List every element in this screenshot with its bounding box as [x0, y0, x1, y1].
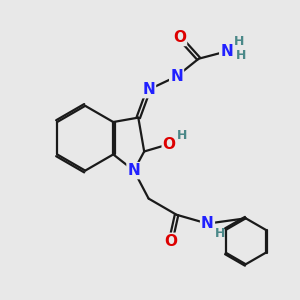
Text: N: N	[220, 44, 233, 59]
Text: O: O	[163, 136, 176, 152]
Text: N: N	[170, 69, 183, 84]
Text: N: N	[142, 82, 155, 97]
Text: N: N	[128, 163, 140, 178]
Text: H: H	[234, 35, 244, 48]
Text: O: O	[164, 234, 177, 249]
Text: H: H	[236, 49, 247, 62]
Text: O: O	[173, 30, 186, 45]
Text: H: H	[176, 129, 187, 142]
Text: H: H	[215, 227, 225, 240]
Text: N: N	[201, 216, 214, 231]
